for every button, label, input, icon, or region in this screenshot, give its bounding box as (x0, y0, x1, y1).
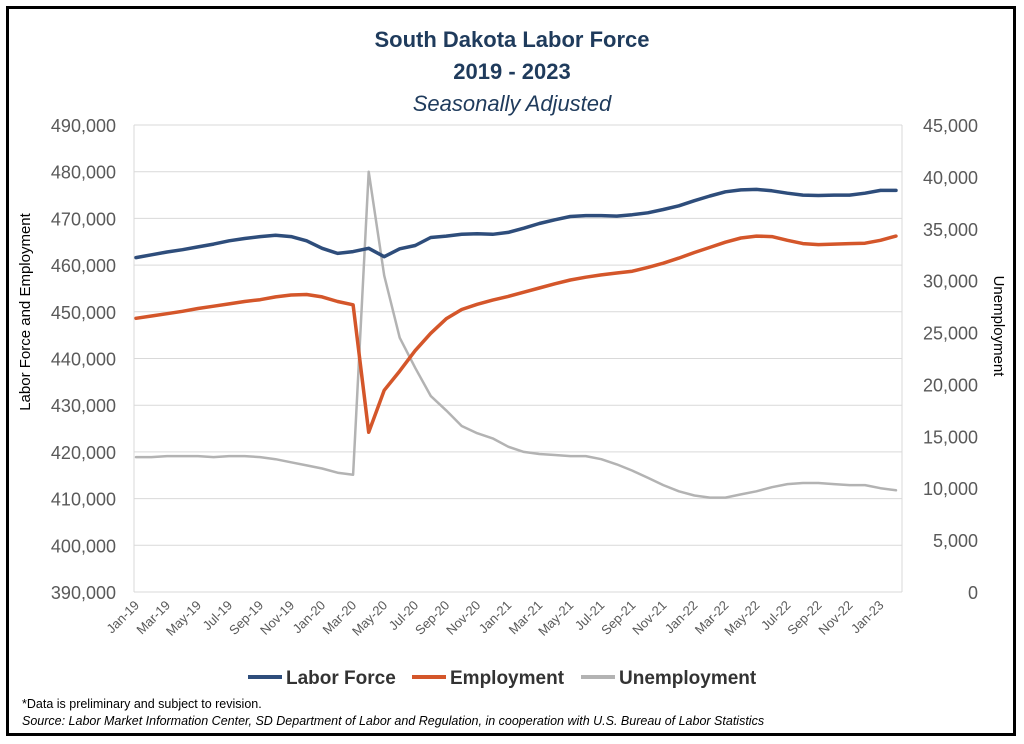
y-left-tick-label: 440,000 (51, 350, 116, 370)
x-tick-label: May-20 (349, 598, 390, 639)
y-left-tick-label: 410,000 (51, 490, 116, 510)
y-left-tick-label: 400,000 (51, 536, 116, 556)
x-tick-label: Nov-22 (815, 598, 855, 638)
x-tick-label: Nov-21 (629, 598, 669, 638)
y-left-axis-title: Labor Force and Employment (17, 212, 34, 410)
y-left-tick-label: 490,000 (51, 116, 116, 136)
chart-subtitle: Seasonally Adjusted (412, 91, 612, 116)
legend-label-unemployment: Unemployment (619, 668, 757, 689)
employment-series-line (134, 234, 898, 435)
x-tick-label: Nov-20 (443, 598, 483, 638)
unemployment-series-line (134, 170, 898, 499)
y-left-tick-label: 470,000 (51, 209, 116, 229)
y-left-tick-label: 460,000 (51, 256, 116, 276)
x-tick-label: Nov-19 (257, 598, 297, 638)
y-left-tick-label: 450,000 (51, 303, 116, 323)
chart-subtitle-years: 2019 - 2023 (453, 59, 571, 84)
x-tick-label: Jan-23 (848, 598, 887, 637)
chart-frame (6, 6, 1016, 736)
y-right-tick-label: 0 (968, 583, 978, 603)
labor-force-series-line (134, 187, 898, 260)
y-right-tick-label: 25,000 (923, 324, 978, 344)
y-right-tick-label: 15,000 (923, 427, 978, 447)
chart-title: South Dakota Labor Force (374, 27, 650, 52)
legend-label-labor-force: Labor Force (286, 668, 396, 689)
y-left-tick-label: 420,000 (51, 443, 116, 463)
x-tick-label: May-22 (721, 598, 762, 639)
legend-label-employment: Employment (450, 668, 565, 689)
y-right-tick-label: 10,000 (923, 479, 978, 499)
y-left-tick-label: 390,000 (51, 583, 116, 603)
source-note: Source: Labor Market Information Center,… (22, 714, 765, 728)
y-right-tick-label: 20,000 (923, 375, 978, 395)
y-right-axis-title: Unemployment (990, 276, 1007, 378)
x-tick-label: May-21 (535, 598, 576, 639)
y-right-tick-label: 30,000 (923, 272, 978, 292)
preliminary-note: *Data is preliminary and subject to revi… (22, 697, 262, 711)
y-right-tick-label: 40,000 (923, 168, 978, 188)
y-left-tick-label: 430,000 (51, 396, 116, 416)
y-right-tick-label: 35,000 (923, 220, 978, 240)
x-tick-label: May-19 (163, 598, 204, 639)
y-left-tick-label: 480,000 (51, 163, 116, 183)
y-right-tick-label: 45,000 (923, 116, 978, 136)
y-right-tick-label: 5,000 (933, 531, 978, 551)
